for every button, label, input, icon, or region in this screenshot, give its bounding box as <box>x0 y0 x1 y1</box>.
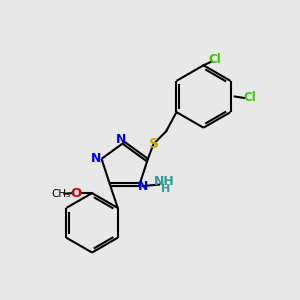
Text: O: O <box>70 187 81 200</box>
Text: Cl: Cl <box>208 53 221 66</box>
Text: Cl: Cl <box>244 92 256 104</box>
Text: CH₃: CH₃ <box>51 189 70 199</box>
Text: S: S <box>148 137 159 151</box>
Text: N: N <box>91 152 101 165</box>
Text: NH: NH <box>154 175 175 188</box>
Text: N: N <box>138 180 149 193</box>
Text: H: H <box>161 184 170 194</box>
Text: N: N <box>116 133 126 146</box>
